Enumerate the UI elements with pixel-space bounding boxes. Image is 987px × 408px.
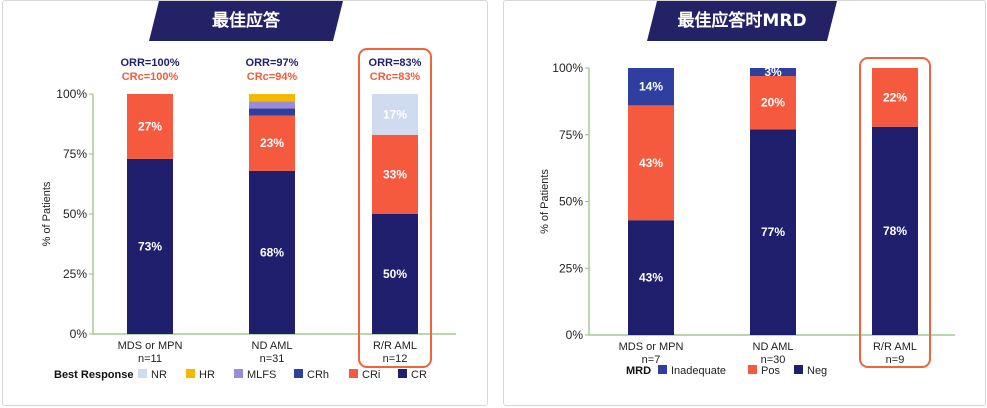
x-tick-label: ND AML (252, 340, 293, 352)
bar-segment-pos (872, 68, 918, 127)
bar-data-label: 43% (639, 156, 663, 170)
x-tick-label: R/R AML (373, 340, 417, 352)
bar-data-label: 23% (260, 136, 284, 150)
title-tab-shape (647, 1, 837, 41)
y-tick-label: 50% (559, 195, 583, 209)
x-tick-n-label: n=11 (138, 353, 162, 365)
bar-segment-neg (872, 126, 918, 336)
best-response-panel: 最佳应答 % of Patients 0% 25% 50% 75% 100% 73% 27% M… (2, 0, 488, 406)
title-tab-shape (149, 1, 343, 41)
x-tick-n-label: n=7 (642, 354, 661, 366)
bar-segment-neg (750, 129, 796, 335)
bar-segment-pos (750, 76, 796, 130)
legend-label: Neg (807, 365, 827, 377)
best-response-title: 最佳应答 (212, 11, 280, 31)
legend-title: Best Response (54, 369, 133, 381)
bar-segment-mlfs (249, 101, 295, 109)
legend-label: CRh (307, 369, 329, 381)
legend-swatch (748, 365, 757, 374)
x-tick-label: MDS or MPN (619, 341, 684, 353)
bar-segment-cri (127, 94, 173, 159)
bar-data-label: 33% (383, 167, 407, 181)
bar-segment-inadequate (750, 68, 796, 77)
orr-annotation: ORR=83% (369, 57, 422, 69)
bar-segment-neg (628, 220, 674, 335)
mrd-panel: 最佳应答时MRD % of Patients 0% 25% 50% 75% 100% 43%… (503, 0, 986, 406)
bar-segment-crh (249, 108, 295, 116)
y-axis-label: % of Patients (539, 169, 551, 234)
bar-data-label: 17% (383, 107, 407, 121)
legend-swatch (186, 369, 195, 378)
x-tick-label: MDS or MPN (118, 340, 183, 352)
mrd-title: 最佳应答时MRD (677, 11, 807, 31)
bar-segment-cr (127, 158, 173, 334)
legend-label: NR (151, 369, 167, 381)
legend-swatch (138, 369, 147, 378)
bar-segment-cri (372, 134, 418, 214)
highlight-box (358, 48, 432, 368)
bar-data-label: 73% (138, 239, 162, 253)
orr-annotation: ORR=97% (246, 57, 299, 69)
bar-data-label: 20% (761, 96, 785, 110)
bar-segment-pos (628, 105, 674, 221)
y-tick-label: 75% (559, 128, 583, 142)
bar-segment-hr (249, 94, 295, 102)
y-tick-label: 75% (63, 147, 87, 161)
best-response-title-tab: 最佳应答 (149, 1, 343, 41)
best-response-chart: % of Patients 0% 25% 50% 75% 100% 73% 27% MDS or… (41, 48, 456, 381)
crc-annotation: CRc=100% (122, 71, 179, 83)
legend-swatch (794, 365, 803, 374)
bar-data-label: 43% (639, 271, 663, 285)
bar-data-label: 50% (383, 267, 407, 281)
y-tick-label: 0% (70, 327, 88, 341)
mrd-title-tab: 最佳应答时MRD (647, 1, 837, 41)
legend-title: MRD (626, 365, 651, 377)
x-tick-n-label: n=9 (886, 354, 905, 366)
bar-segment-cr (249, 170, 295, 334)
y-axis-label: % of Patients (41, 181, 53, 246)
legend-label: Pos (761, 365, 780, 377)
x-tick-n-label: n=12 (383, 353, 408, 365)
legend-label: CR (411, 369, 427, 381)
x-tick-label: R/R AML (873, 341, 917, 353)
y-tick-label: 50% (63, 207, 87, 221)
legend-label: CRi (362, 369, 380, 381)
legend-swatch (658, 365, 667, 374)
y-tick-label: 0% (566, 328, 584, 342)
bar-segment-inadequate (628, 68, 674, 106)
crc-annotation: CRc=83% (370, 71, 421, 83)
bar-data-label: 14% (639, 80, 663, 94)
bar-data-label: 68% (260, 245, 284, 259)
legend-label: HR (199, 369, 215, 381)
mrd-chart: % of Patients 0% 25% 50% 75% 100% 43% 43% 14% MDS… (539, 57, 955, 377)
x-tick-n-label: n=30 (761, 354, 786, 366)
y-tick-label: 25% (63, 267, 87, 281)
orr-annotation: ORR=100% (120, 57, 179, 69)
legend-swatch (234, 369, 243, 378)
y-tick-label: 100% (56, 87, 87, 101)
y-tick-label: 25% (559, 261, 583, 275)
bar-data-label: 77% (761, 225, 785, 239)
bar-segment-nr (372, 94, 418, 135)
legend-label: Inadequate (671, 365, 726, 377)
x-tick-label: ND AML (753, 341, 794, 353)
bar-data-label: 27% (138, 119, 162, 133)
x-tick-n-label: n=31 (260, 353, 285, 365)
legend-swatch (349, 369, 358, 378)
bar-data-label: 3% (764, 65, 782, 79)
bar-data-label: 22% (883, 90, 907, 104)
highlight-box (859, 57, 931, 368)
y-tick-label: 100% (552, 61, 583, 75)
crc-annotation: CRc=94% (247, 71, 298, 83)
legend-swatch (294, 369, 303, 378)
legend-label: MLFS (247, 369, 276, 381)
bar-segment-cri (249, 115, 295, 171)
legend-swatch (398, 369, 407, 378)
bar-data-label: 78% (883, 224, 907, 238)
bar-segment-cr (372, 214, 418, 334)
